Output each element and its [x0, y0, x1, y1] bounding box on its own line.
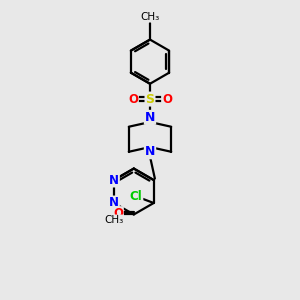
Text: N: N: [145, 111, 155, 124]
Text: O: O: [128, 93, 138, 106]
Text: CH₃: CH₃: [140, 12, 160, 22]
Text: CH₃: CH₃: [104, 215, 124, 225]
Text: S: S: [146, 93, 154, 106]
Text: O: O: [162, 93, 172, 106]
Text: N: N: [145, 145, 155, 158]
Text: O: O: [113, 207, 123, 220]
Text: N: N: [109, 196, 119, 209]
Text: N: N: [109, 173, 119, 187]
Text: Cl: Cl: [130, 190, 142, 203]
